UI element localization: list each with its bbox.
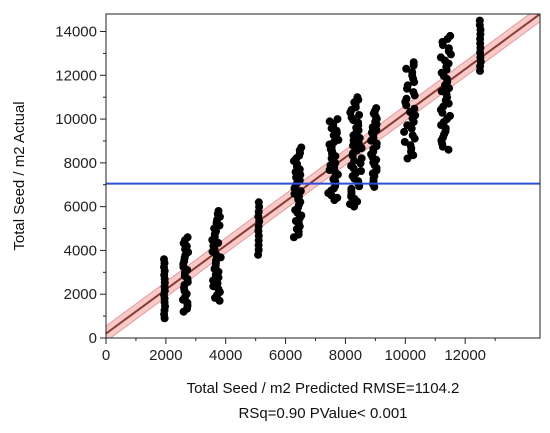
y-tick-label: 6000 xyxy=(64,199,97,216)
x-tick-label: 6000 xyxy=(269,347,302,364)
data-point xyxy=(403,81,412,90)
data-point xyxy=(325,117,334,126)
data-point xyxy=(355,111,364,119)
y-tick-label: 14000 xyxy=(55,24,97,41)
x-tick-label: 4000 xyxy=(209,347,242,364)
data-point xyxy=(290,189,299,198)
data-point xyxy=(400,137,409,146)
data-point xyxy=(160,255,168,264)
x-tick-label: 2000 xyxy=(149,347,182,364)
data-point xyxy=(402,64,411,73)
data-point xyxy=(297,143,306,152)
plot-area xyxy=(106,14,540,338)
data-point xyxy=(410,104,419,113)
data-point xyxy=(446,31,455,40)
data-point xyxy=(400,127,409,136)
data-point xyxy=(475,16,484,25)
data-point xyxy=(408,131,417,140)
data-point xyxy=(446,111,454,120)
data-point xyxy=(403,121,412,130)
data-point xyxy=(353,93,362,102)
y-tick-label: 0 xyxy=(89,330,97,347)
fit-line xyxy=(106,14,540,335)
x-tick-label: 8000 xyxy=(329,347,362,364)
data-point xyxy=(436,53,445,62)
data-point xyxy=(183,233,192,242)
points-layer xyxy=(160,16,485,323)
y-tick-label: 10000 xyxy=(55,111,97,128)
y-tick-label: 12000 xyxy=(55,67,97,84)
data-point xyxy=(296,187,305,196)
data-point xyxy=(409,88,418,97)
plot-frame xyxy=(105,13,541,339)
x-tick-label: 0 xyxy=(102,347,110,364)
data-point xyxy=(409,58,418,67)
x-tick-label: 10000 xyxy=(384,347,426,364)
data-point xyxy=(408,68,417,77)
y-tick-label: 4000 xyxy=(64,242,97,259)
data-point xyxy=(372,104,381,113)
data-point xyxy=(346,200,354,209)
x-axis-title-line2: RSq=0.90 PValue< 0.001 xyxy=(238,405,407,422)
data-point xyxy=(402,94,411,103)
data-point xyxy=(357,154,366,163)
y-axis: 0 2000 4000 6000 8000 10000 12000 14000 xyxy=(55,24,106,347)
data-point xyxy=(214,238,223,247)
data-point xyxy=(357,167,365,175)
data-point xyxy=(333,115,342,124)
y-axis-title: Total Seed / m2 Actual xyxy=(11,101,28,250)
x-axis: 0 2000 4000 6000 8000 10000 12000 xyxy=(102,338,496,364)
y-tick-label: 2000 xyxy=(64,286,97,303)
data-point xyxy=(254,198,263,207)
x-tick-label: 12000 xyxy=(444,347,486,364)
y-tick-label: 8000 xyxy=(64,155,97,172)
data-point xyxy=(214,207,223,215)
x-axis-title: Total Seed / m2 Predicted RMSE=1104.2 xyxy=(187,380,460,397)
data-point xyxy=(444,44,453,53)
data-point xyxy=(347,184,356,193)
data-point xyxy=(437,87,446,96)
